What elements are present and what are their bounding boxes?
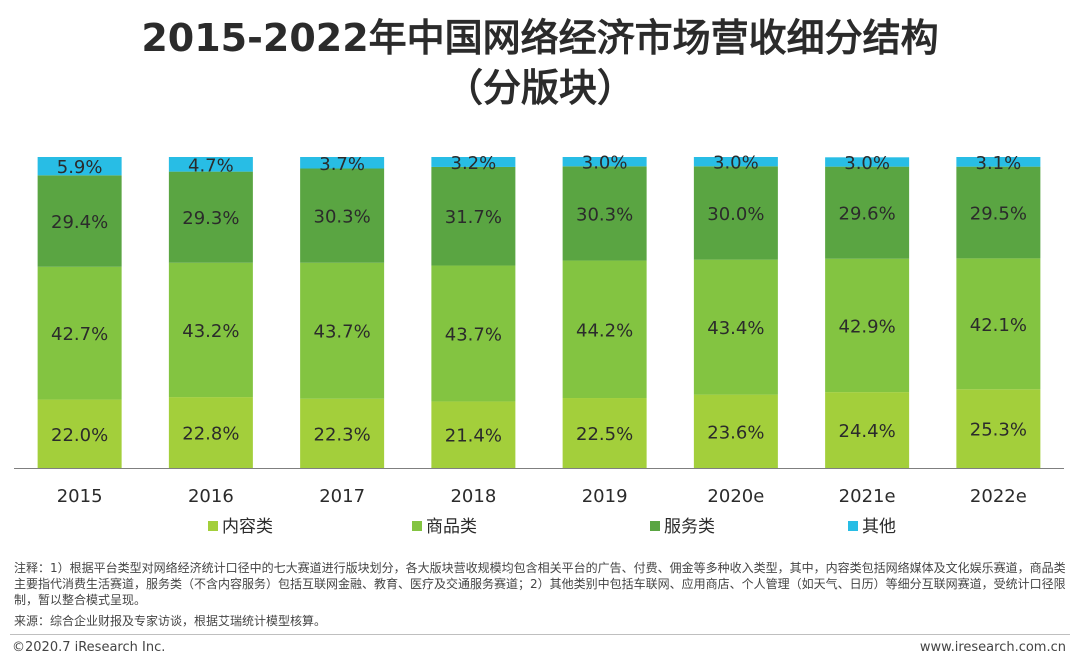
data-label-content: 22.8% [182, 424, 239, 445]
bar-segment-content [431, 401, 516, 468]
legend-label-other: 其他 [862, 517, 896, 537]
legend-label-service: 服务类 [664, 517, 715, 537]
bar-segment-service [693, 166, 778, 260]
x-tick-label: 2022e [970, 486, 1027, 507]
bar-segment-goods [300, 262, 385, 399]
x-tick-label: 2017 [319, 486, 365, 507]
bar-segment-content [37, 399, 122, 468]
bar-segment-content [562, 398, 647, 468]
bar-segment-service [956, 166, 1041, 259]
bar-segment-service [300, 168, 385, 263]
bar-segment-content [693, 394, 778, 468]
legend-swatch-goods [412, 521, 422, 531]
footer-divider [10, 634, 1070, 635]
data-label-goods: 43.7% [314, 322, 371, 343]
chart-source: 来源：综合企业财报及专家访谈，根据艾瑞统计模型核算。 [14, 614, 327, 628]
data-label-content: 22.0% [51, 425, 108, 446]
x-tick-label: 2019 [582, 486, 628, 507]
bar-segment-content [956, 389, 1041, 468]
x-tick-label: 2021e [839, 486, 896, 507]
bar-segment-goods [956, 258, 1041, 390]
x-tick-label: 2020e [707, 486, 764, 507]
bar-segment-other [825, 157, 910, 167]
data-label-goods: 43.7% [445, 324, 502, 345]
bar-segment-content [168, 397, 253, 468]
data-label-other: 3.1% [976, 153, 1022, 174]
bar-segment-other [562, 157, 647, 167]
data-label-other: 3.7% [319, 154, 365, 175]
x-tick-label: 2018 [450, 486, 496, 507]
copyright: ©2020.7 iResearch Inc. [12, 640, 166, 655]
bar-segment-service [168, 171, 253, 263]
data-label-service: 30.0% [707, 204, 764, 225]
stacked-bar-chart: 22.0% 42.7% 29.4% 5.9% 2015 22.8% 43.2% 29.3% 4.… [14, 153, 1064, 537]
bar-segment-other [431, 157, 516, 167]
data-label-other: 3.0% [582, 153, 628, 174]
bar-segment-other [300, 157, 385, 169]
bar-segment-goods [693, 259, 778, 395]
legend-swatch-service [650, 521, 660, 531]
bar-segment-other [956, 157, 1041, 167]
data-label-service: 29.5% [970, 204, 1027, 225]
legend-swatch-other [848, 521, 858, 531]
bar-segment-service [562, 166, 647, 261]
chart-title: 2015-2022年中国网络经济市场营收细分结构 [141, 16, 939, 60]
data-label-goods: 42.1% [970, 315, 1027, 336]
x-tick-label: 2015 [57, 486, 103, 507]
data-label-content: 24.4% [839, 421, 896, 442]
bar-segment-goods [37, 266, 122, 400]
data-label-goods: 42.7% [51, 324, 108, 345]
data-label-other: 3.2% [451, 153, 497, 174]
bar-segment-content [825, 392, 910, 468]
website-link[interactable]: www.iresearch.com.cn [919, 640, 1066, 655]
data-label-service: 29.3% [182, 208, 239, 229]
bar-segment-other [168, 157, 253, 172]
data-label-service: 29.6% [839, 204, 896, 225]
x-tick-label: 2016 [188, 486, 234, 507]
data-label-content: 22.3% [314, 424, 371, 445]
data-label-service: 30.3% [314, 207, 371, 228]
bar-segment-service [37, 175, 122, 267]
data-label-service: 30.3% [576, 204, 633, 225]
chart-subtitle: （分版块） [444, 66, 635, 110]
data-label-content: 22.5% [576, 424, 633, 445]
bar-segment-service [431, 166, 516, 266]
bar-segment-goods [168, 262, 253, 398]
bar-segment-service [825, 166, 910, 259]
data-label-content: 25.3% [970, 420, 1027, 441]
bar-segment-other [693, 157, 778, 167]
data-label-goods: 43.4% [707, 318, 764, 339]
data-label-other: 5.9% [57, 157, 103, 178]
chart-note: 注释：1）根据平台类型对网络经济统计口径中的七大赛道进行版块划分，各大版块营收规… [14, 561, 1066, 607]
bar-segment-other [37, 157, 122, 176]
data-label-service: 31.7% [445, 207, 502, 228]
data-label-other: 3.0% [844, 153, 890, 174]
data-label-other: 4.7% [188, 155, 234, 176]
data-label-content: 21.4% [445, 426, 502, 447]
bar-segment-content [300, 398, 385, 468]
legend-label-goods: 商品类 [426, 517, 477, 537]
legend-swatch-content [208, 521, 218, 531]
bar-segment-goods [431, 265, 516, 402]
data-label-content: 23.6% [707, 422, 764, 443]
data-label-goods: 44.2% [576, 320, 633, 341]
data-label-other: 3.0% [713, 153, 759, 174]
legend-label-content: 内容类 [222, 517, 273, 537]
data-label-goods: 42.9% [839, 316, 896, 337]
bar-segment-goods [825, 258, 910, 393]
bar-segment-goods [562, 260, 647, 399]
data-label-service: 29.4% [51, 212, 108, 233]
data-label-goods: 43.2% [182, 321, 239, 342]
